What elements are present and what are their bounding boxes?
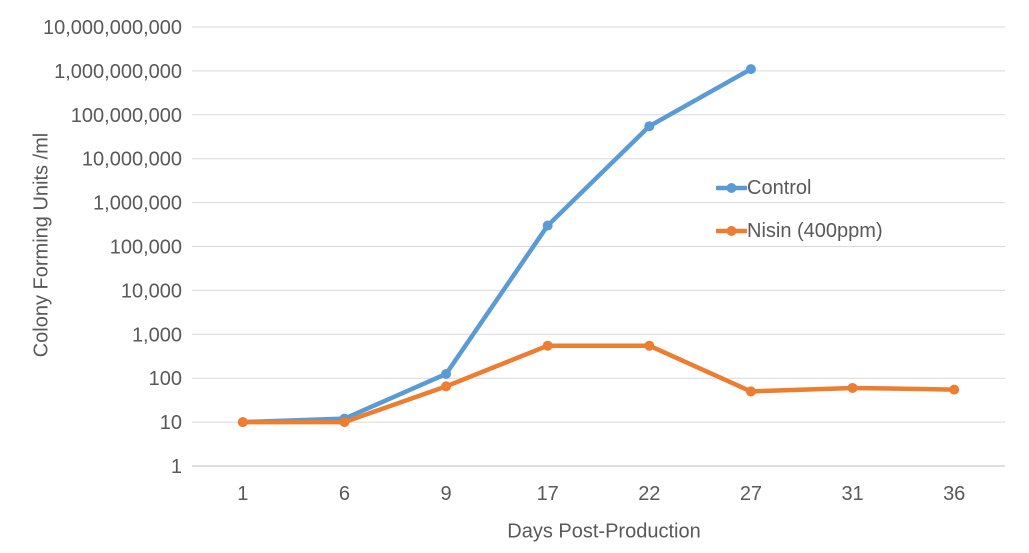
y-tick-label: 10,000,000,000 xyxy=(43,17,182,39)
legend-label-nisin: Nisin (400ppm) xyxy=(747,220,883,242)
control-series-swatch-icon xyxy=(716,183,747,193)
y-tick-label: 1,000,000 xyxy=(93,193,182,215)
x-tick-label: 6 xyxy=(339,483,350,505)
y-tick-label: 100,000 xyxy=(110,237,182,259)
x-tick-label: 17 xyxy=(537,483,559,505)
y-tick-label: 1 xyxy=(171,456,182,478)
data-point-marker xyxy=(847,382,858,393)
data-point-marker xyxy=(745,64,756,75)
data-point-marker xyxy=(441,381,452,392)
data-point-marker xyxy=(339,417,350,428)
data-point-marker xyxy=(542,220,553,231)
y-axis-title: Colony Forming Units /ml xyxy=(30,132,53,358)
legend-label-control: Control xyxy=(747,177,812,199)
y-tick-label: 100,000,000 xyxy=(71,105,182,127)
data-point-marker xyxy=(542,340,553,351)
data-point-marker xyxy=(949,384,960,395)
nisin-series-swatch-icon xyxy=(716,226,747,236)
x-tick-label: 31 xyxy=(841,483,863,505)
x-tick-label: 36 xyxy=(943,483,965,505)
series-control xyxy=(237,64,756,428)
y-tick-label: 10,000 xyxy=(121,280,182,302)
x-tick-label: 9 xyxy=(441,483,452,505)
series-line xyxy=(240,66,754,425)
y-tick-label: 10,000,000 xyxy=(82,149,182,171)
x-axis-title: Days Post-Production xyxy=(507,520,701,543)
y-tick-label: 100 xyxy=(149,368,182,390)
y-tick-label: 1,000,000,000 xyxy=(54,61,182,83)
data-point-marker xyxy=(644,121,655,132)
legend-item-control: Control xyxy=(716,175,883,201)
data-point-marker xyxy=(745,386,756,397)
y-tick-label: 1,000 xyxy=(132,324,182,346)
legend: Control Nisin (400ppm) xyxy=(716,175,883,244)
data-point-marker xyxy=(441,368,452,379)
legend-item-nisin: Nisin (400ppm) xyxy=(716,218,883,244)
x-tick-label: 27 xyxy=(740,483,762,505)
data-point-marker xyxy=(644,340,655,351)
series-nisin-400ppm xyxy=(237,340,960,428)
x-tick-label: 1 xyxy=(237,483,248,505)
x-tick-label: 22 xyxy=(638,483,660,505)
series-line xyxy=(240,343,957,425)
data-point-marker xyxy=(237,417,248,428)
y-tick-label: 10 xyxy=(160,412,182,434)
